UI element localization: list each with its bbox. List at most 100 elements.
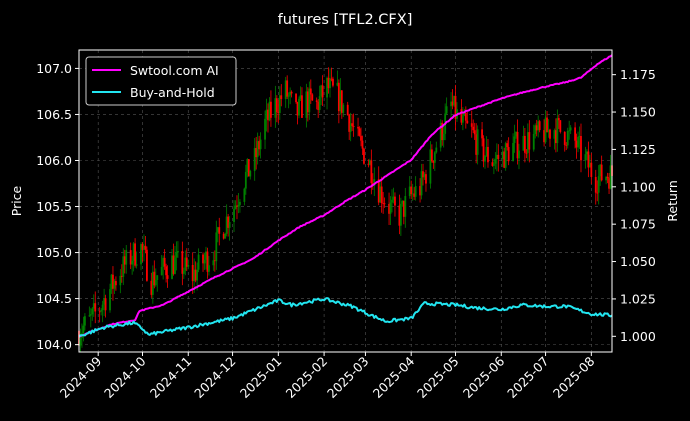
candle-body [79,338,82,346]
candle-body [306,91,309,113]
candle-body [150,280,153,295]
candle-body [566,130,569,146]
candle-body [162,257,165,267]
candle-body [463,112,466,116]
candle-body [422,171,424,178]
candle-body [125,250,128,265]
y-left-tick-label: 107.0 [36,61,72,76]
candle-body [182,270,185,274]
y-right-tick-label: 1.075 [620,217,656,232]
candle-body [184,257,187,271]
candle-body [476,129,479,155]
candle-body [215,232,218,262]
candle-body [494,159,497,164]
candle-body [554,130,557,144]
candle-body [301,95,303,118]
candle-body [228,221,231,228]
candle-body [286,80,289,97]
y-left-tick-label: 105.5 [36,199,72,214]
candle-body [352,125,355,127]
candle-body [181,251,184,274]
candle-body [104,298,107,311]
candle-body [425,174,427,184]
candle-body [244,171,247,189]
candle-body [565,144,568,146]
candle-body [249,170,252,177]
y-axis-right: 1.000 1.025 1.050 1.075 1.100 1.125 1.150 1.175 [612,67,656,344]
candle-body [193,269,196,282]
y-axis-right-label: Return [665,180,680,221]
candle-body [141,244,144,250]
candle-body [569,127,572,131]
plot-frame [78,49,613,353]
candle-body [109,289,111,311]
candle-body [377,179,380,203]
candle-body [171,255,173,279]
candle-body [429,149,432,184]
candle-body [534,125,537,134]
candle-body [326,77,328,98]
candle-body [160,266,163,276]
candle-body [177,251,179,253]
candle-body [441,122,444,141]
candle-body [512,143,514,162]
candle-body [373,179,376,186]
candle-body [267,109,269,121]
candle-body [574,127,576,141]
candle-body [420,171,423,196]
candle-body [132,243,135,261]
candle-body [370,160,373,184]
candle-body [399,203,402,226]
candle-body [134,243,137,266]
candle-body [382,203,385,204]
candle-body [84,316,86,326]
candle-body [264,118,266,140]
candle-body [526,132,529,153]
candle-body [203,259,206,264]
candle-body [123,256,126,265]
candle-body [532,133,535,150]
candle-body [383,203,386,205]
candle-body [327,77,330,89]
candle-body [305,91,308,118]
candle-body [518,150,520,159]
candle-body [270,101,272,118]
candle-body [146,249,148,281]
candle-body [590,162,593,178]
candle-body [349,123,352,132]
candle-body [472,126,475,131]
candle-body [311,94,314,101]
candle-body [578,136,581,137]
candle-body [414,186,417,197]
legend-label-buyhold: Buy-and-Hold [130,85,215,100]
legend-label-ai: Swtool.com AI [130,63,219,78]
candle-body [91,308,94,315]
candle-body [246,159,249,172]
candle-body [435,147,438,153]
candle-body [205,251,207,260]
candle-body [348,115,351,132]
candle-body [538,121,541,131]
candle-body [546,117,548,133]
candle-body [453,95,455,106]
candle-body [504,143,507,168]
candle-body [380,186,383,204]
candle-body [278,95,281,113]
candle-body [556,118,559,144]
candle-body [194,269,197,281]
y-right-tick-label: 1.125 [620,142,656,157]
candle-body [596,192,599,194]
candle-body [295,93,297,103]
candle-body [120,275,123,277]
candle-body [588,162,591,168]
candle-body [410,186,413,195]
candle-body [140,244,142,265]
candle-body [82,325,85,334]
candle-body [461,115,464,123]
candle-body [318,96,321,110]
return-lines [78,54,613,338]
legend: Swtool.com AI Buy-and-Hold [85,56,237,106]
candle-body [320,85,323,97]
candle-body [174,257,176,274]
